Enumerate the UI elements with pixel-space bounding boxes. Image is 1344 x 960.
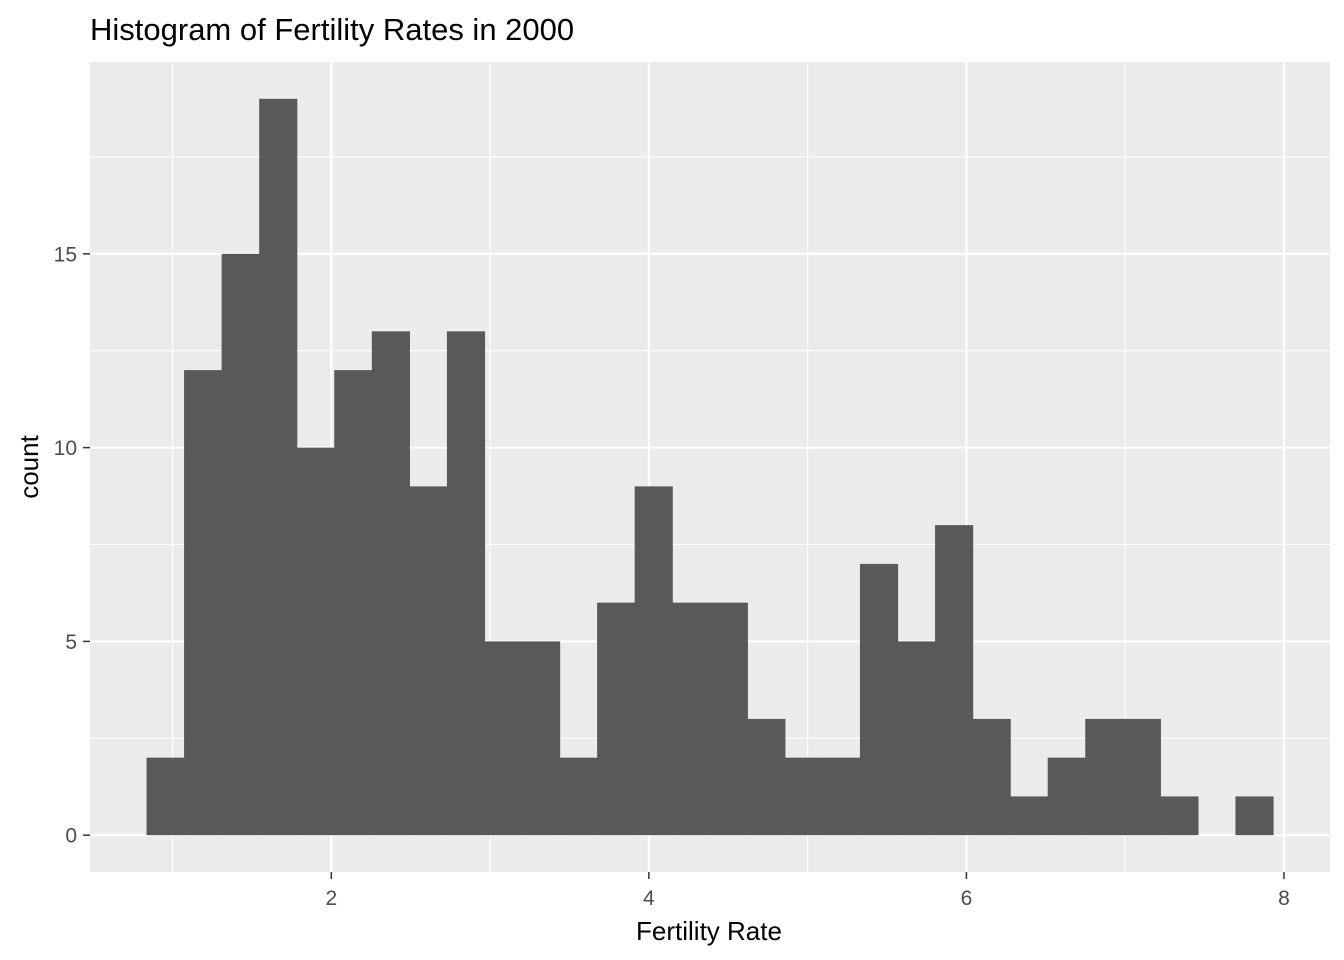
histogram-bar <box>559 757 598 836</box>
x-axis: 2 4 6 8 <box>325 872 1290 910</box>
histogram-bar <box>897 641 936 836</box>
histogram-bar <box>221 253 260 836</box>
histogram-bar <box>1160 796 1199 836</box>
x-tick-label: 2 <box>325 887 337 910</box>
histogram-bar <box>334 370 373 836</box>
histogram-bar <box>972 718 1011 836</box>
x-tick-label: 6 <box>961 887 973 910</box>
histogram-bar <box>634 486 673 836</box>
histogram-bar <box>822 757 861 836</box>
x-tick-label: 4 <box>643 887 655 910</box>
chart-title: Histogram of Fertility Rates in 2000 <box>90 12 574 47</box>
histogram-bar <box>1122 718 1161 836</box>
histogram-bar <box>259 98 298 836</box>
histogram-bar <box>296 447 335 836</box>
histogram-bar <box>747 718 786 836</box>
histogram-bar <box>935 525 974 836</box>
y-tick-label: 5 <box>65 631 77 654</box>
y-axis-title: count <box>14 434 44 498</box>
histogram-bar <box>672 602 711 836</box>
histogram-bar <box>597 602 636 836</box>
histogram-bar <box>446 331 486 836</box>
histogram-bar <box>1085 718 1124 836</box>
histogram-bar <box>409 486 448 836</box>
y-tick-label: 10 <box>54 437 77 460</box>
x-tick-label: 8 <box>1278 887 1290 910</box>
histogram-bar <box>184 370 223 836</box>
histogram-bar <box>522 641 561 836</box>
histogram-bar <box>859 563 899 836</box>
histogram-bar <box>484 641 523 836</box>
histogram-bars <box>146 98 1274 836</box>
histogram-bar <box>784 757 824 836</box>
histogram-bar <box>1010 796 1049 836</box>
histogram-bar <box>1047 757 1086 836</box>
histogram-bar <box>371 331 410 836</box>
y-axis: 0 5 10 15 <box>54 243 90 848</box>
histogram-bar <box>1235 796 1274 836</box>
histogram-bar <box>709 602 748 836</box>
y-tick-label: 15 <box>54 243 77 266</box>
x-axis-title: Fertility Rate <box>636 916 782 946</box>
y-tick-label: 0 <box>65 825 77 848</box>
histogram-bar <box>146 757 185 836</box>
